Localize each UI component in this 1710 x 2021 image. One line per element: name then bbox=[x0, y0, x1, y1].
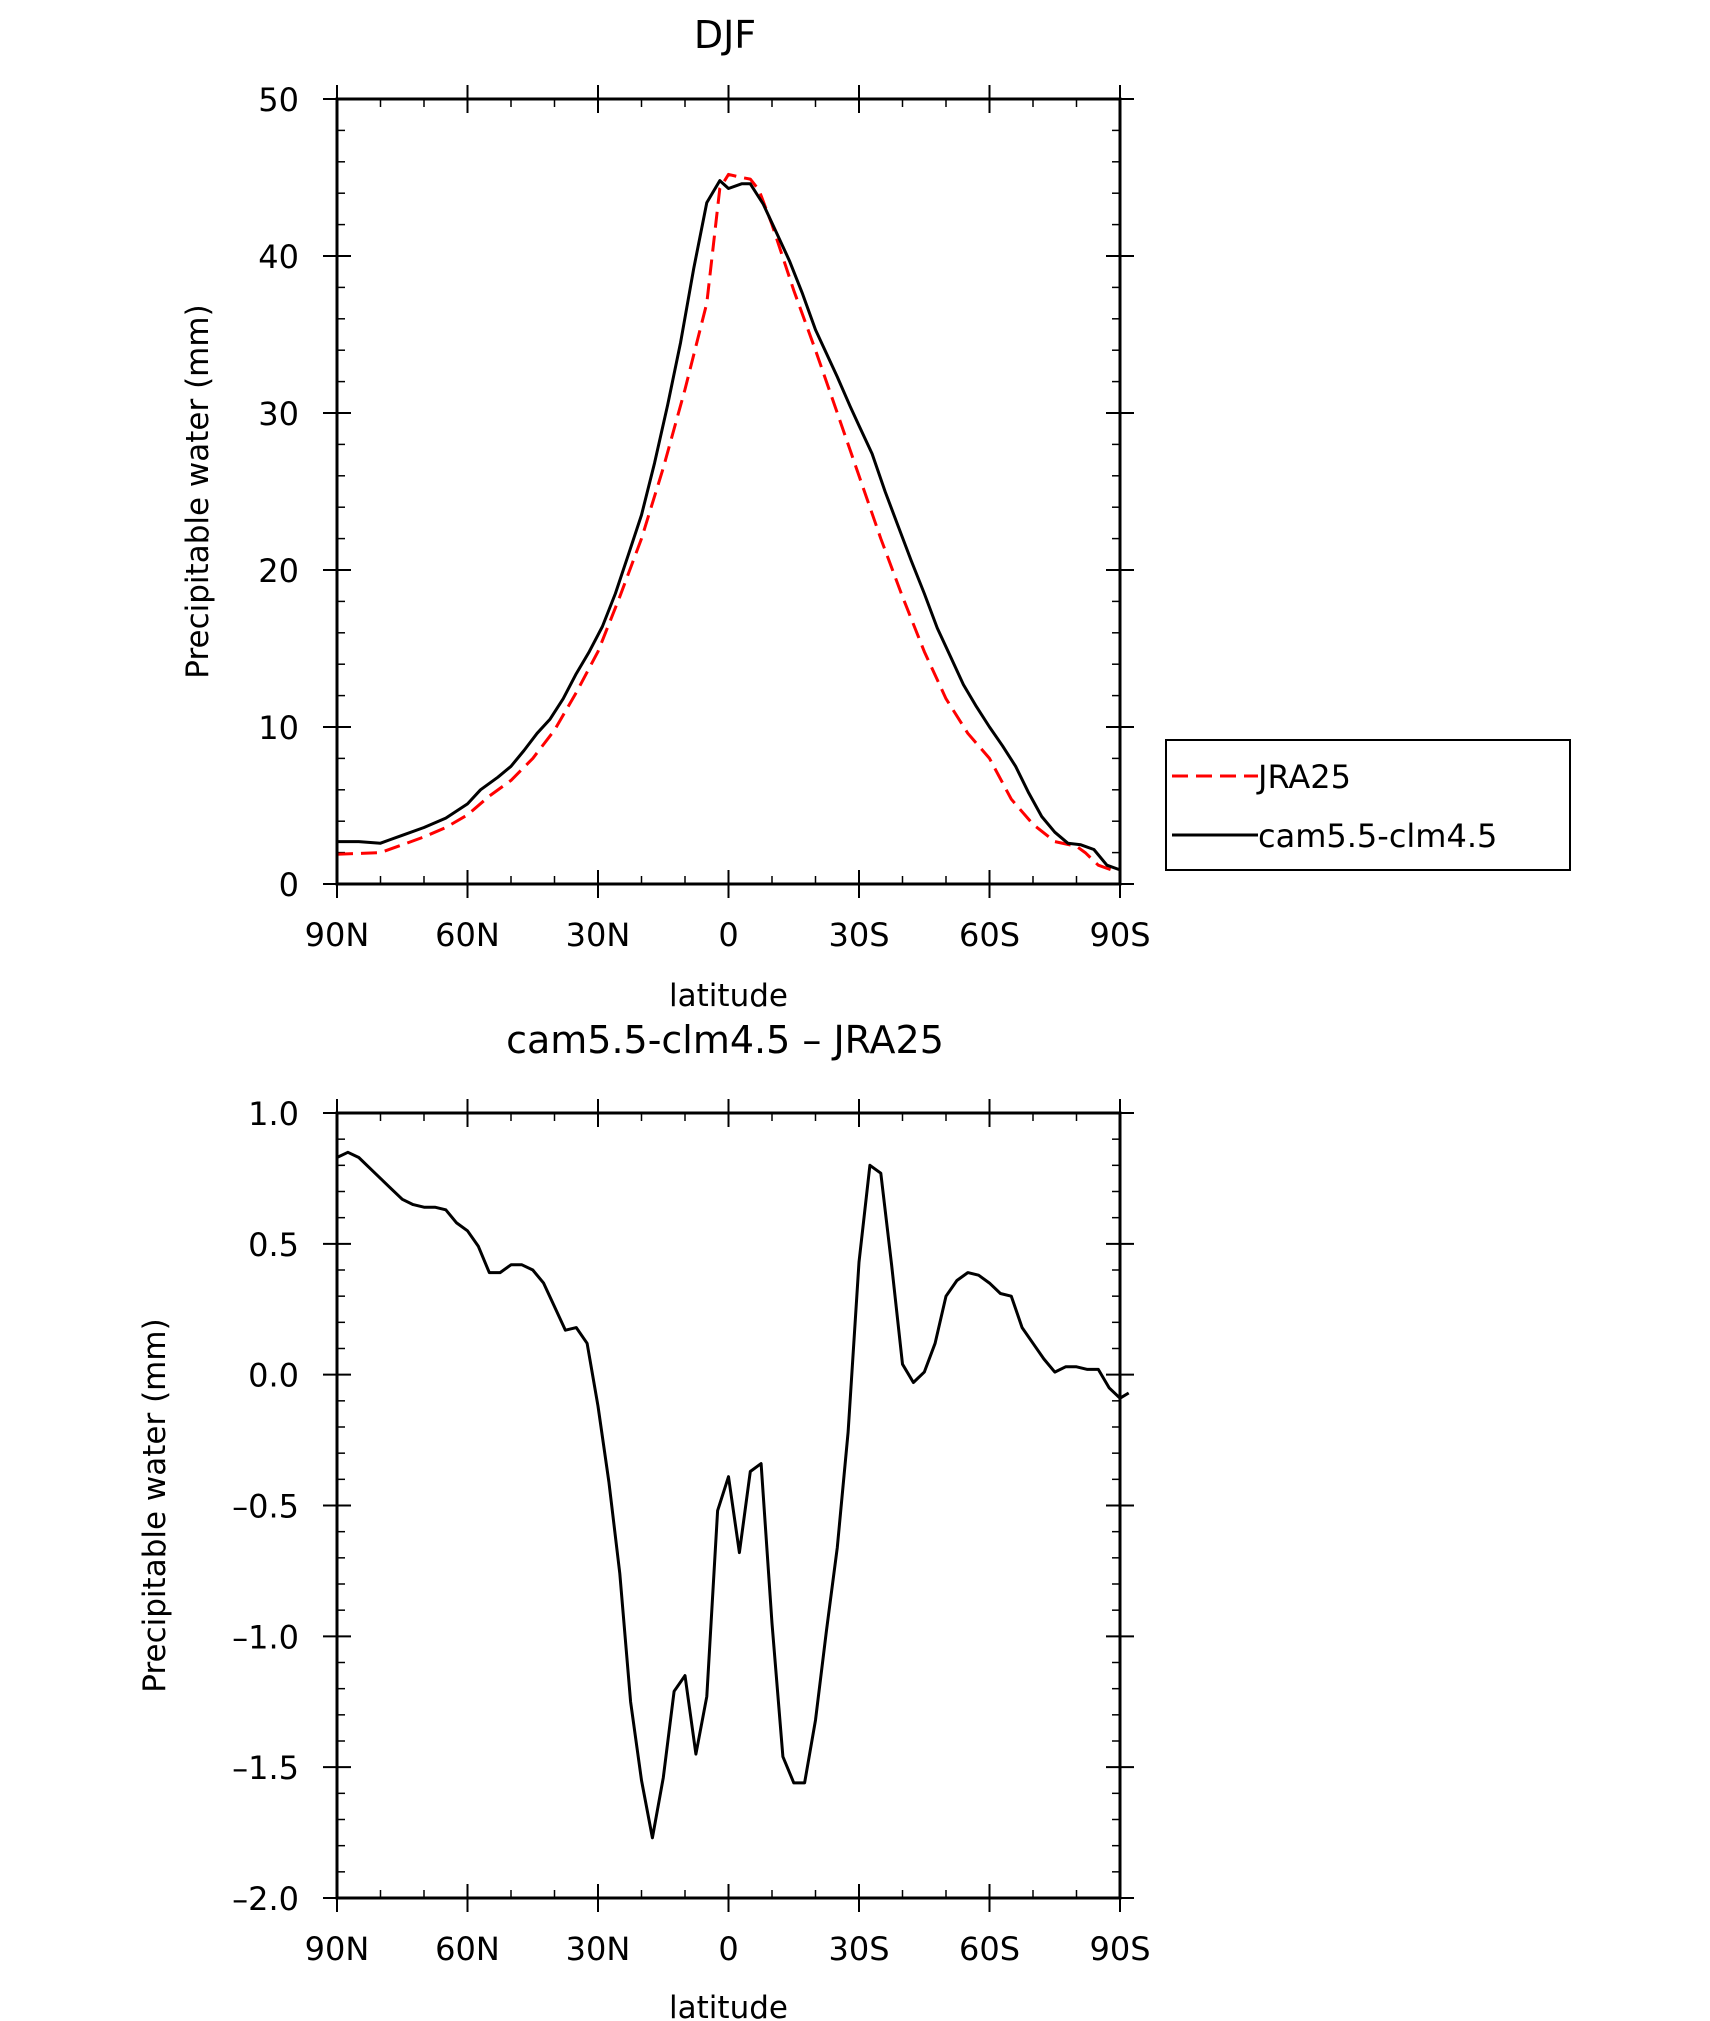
legend: JRA25 cam5.5-clm4.5 bbox=[1165, 739, 1571, 871]
bottom-plot-frame bbox=[335, 1111, 1122, 1900]
top-plot-frame bbox=[335, 97, 1122, 886]
top-x-tick-label-5: 60S bbox=[959, 916, 1020, 954]
bottom-ticks: 90N 60N 30N 0 30S 60S 90S 1.0 0.5 0.0 –0.5 –1.0 –1.5… bbox=[232, 1095, 1150, 1968]
top-y-tick-label-1: 10 bbox=[258, 709, 299, 747]
top-x-tick-label-4: 30S bbox=[828, 916, 889, 954]
top-ticks: 90N 60N 30N 0 30S 60S 90S 0 10 20 30 40 50 bbox=[258, 81, 1150, 954]
bottom-x-tick-label-3: 0 bbox=[718, 1930, 738, 1968]
bottom-panel-difference: cam5.5-clm4.5 – JRA25 90N 60N 30N 0 30S 60S 90… bbox=[137, 1018, 1151, 2021]
bottom-y-tick-label-2: 0.0 bbox=[248, 1357, 299, 1395]
bottom-series-group bbox=[336, 1150, 1130, 1840]
top-chart-title: DJF bbox=[694, 13, 756, 57]
top-x-tick-label-0: 90N bbox=[305, 916, 370, 954]
top-series-group bbox=[336, 172, 1121, 872]
top-x-tick-label-1: 60N bbox=[435, 916, 500, 954]
top-x-axis-label: latitude bbox=[669, 978, 788, 1014]
bottom-x-tick-label-6: 90S bbox=[1089, 1930, 1150, 1968]
top-panel-djf: DJF 90N 60N 30N 0 30S 60S 90S 0 10 20 30 40 50 Preci… bbox=[180, 13, 1571, 1014]
top-x-tick-label-2: 30N bbox=[566, 916, 631, 954]
top-y-tick-label-5: 50 bbox=[258, 81, 299, 119]
top-series-line-1 bbox=[337, 179, 1121, 872]
bottom-x-tick-label-1: 60N bbox=[435, 1930, 500, 1968]
bottom-y-axis-label: Precipitable water (mm) bbox=[137, 1318, 173, 1692]
top-x-tick-label-6: 90S bbox=[1089, 916, 1150, 954]
bottom-y-tick-label-1: 0.5 bbox=[248, 1226, 299, 1264]
bottom-x-axis-label: latitude bbox=[669, 1990, 788, 2021]
bottom-x-tick-label-0: 90N bbox=[305, 1930, 370, 1968]
bottom-y-tick-label-5: –1.5 bbox=[232, 1749, 299, 1787]
top-x-tick-label-3: 0 bbox=[718, 916, 738, 954]
top-y-tick-label-4: 40 bbox=[258, 238, 299, 276]
top-y-tick-label-0: 0 bbox=[279, 866, 299, 904]
legend-box bbox=[1165, 739, 1571, 871]
bottom-y-tick-label-6: –2.0 bbox=[232, 1880, 299, 1918]
bottom-chart-title: cam5.5-clm4.5 – JRA25 bbox=[506, 1018, 944, 1062]
bottom-x-tick-label-5: 60S bbox=[959, 1930, 1020, 1968]
legend-label-jra25: JRA25 bbox=[1256, 758, 1351, 796]
legend-label-cam: cam5.5-clm4.5 bbox=[1258, 817, 1497, 855]
bottom-series-line-0 bbox=[336, 1150, 1130, 1840]
bottom-y-tick-label-0: 1.0 bbox=[248, 1095, 299, 1133]
bottom-y-tick-label-3: –0.5 bbox=[232, 1488, 299, 1526]
top-y-tick-label-2: 20 bbox=[258, 552, 299, 590]
top-y-axis-label: Precipitable water (mm) bbox=[180, 304, 216, 678]
top-series-line-0 bbox=[336, 172, 1120, 872]
bottom-y-tick-label-4: –1.0 bbox=[232, 1618, 299, 1656]
bottom-x-tick-label-4: 30S bbox=[828, 1930, 889, 1968]
bottom-x-tick-label-2: 30N bbox=[566, 1930, 631, 1968]
top-y-tick-label-3: 30 bbox=[258, 395, 299, 433]
